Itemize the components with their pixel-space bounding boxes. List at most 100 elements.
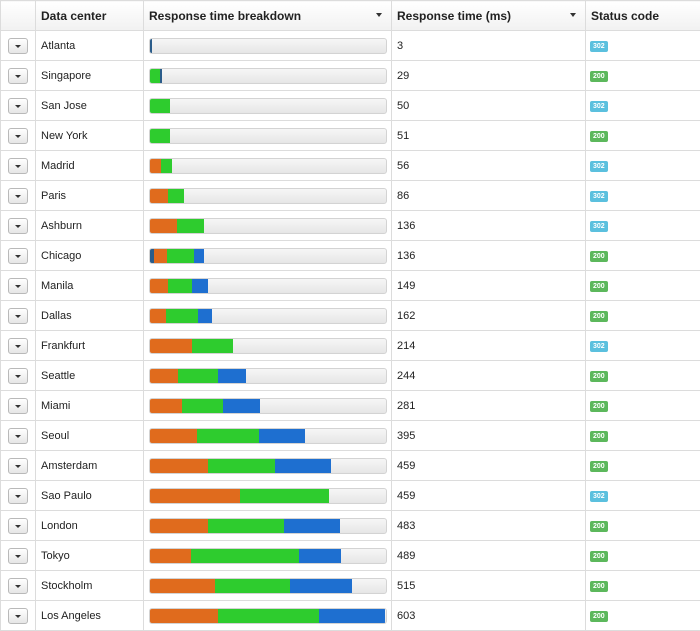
data-center-name: Paris [36,181,144,211]
response-time-value: 459 [392,451,586,481]
breakdown-segment-extra [160,69,162,83]
status-cell: 200 [586,61,700,91]
expand-row-button[interactable] [8,578,28,594]
expand-row-button[interactable] [8,158,28,174]
row-toggle-cell [1,331,36,361]
breakdown-bar-track [149,398,387,414]
expand-row-button[interactable] [8,488,28,504]
response-time-value: 29 [392,61,586,91]
row-toggle-cell [1,31,36,61]
chevron-down-icon [15,435,21,438]
status-badge: 200 [590,611,608,622]
status-cell: 200 [586,301,700,331]
response-time-value: 149 [392,271,586,301]
expand-row-button[interactable] [8,338,28,354]
chevron-down-icon [15,75,21,78]
expand-row-button[interactable] [8,518,28,534]
chevron-down-icon [15,45,21,48]
expand-row-button[interactable] [8,188,28,204]
response-time-value: 483 [392,511,586,541]
data-center-name: Ashburn [36,211,144,241]
chevron-down-icon [15,255,21,258]
breakdown-segment-transfer [275,459,331,473]
expand-row-button[interactable] [8,608,28,624]
breakdown-segment-dns [150,219,177,233]
expand-row-button[interactable] [8,278,28,294]
row-toggle-cell [1,601,36,631]
breakdown-segment-connect [167,249,194,263]
header-row: Data center Response time breakdown Resp… [1,1,700,31]
expand-row-button[interactable] [8,368,28,384]
response-time-value: 136 [392,241,586,271]
data-center-name: Dallas [36,301,144,331]
status-cell: 302 [586,151,700,181]
breakdown-segment-extra [150,39,152,53]
header-status[interactable]: Status code [586,1,700,31]
breakdown-bar-track [149,608,387,624]
expand-row-button[interactable] [8,308,28,324]
data-center-name: New York [36,121,144,151]
chevron-down-icon [15,315,21,318]
status-cell: 200 [586,271,700,301]
chevron-down-icon [15,615,21,618]
status-cell: 200 [586,541,700,571]
breakdown-segment-connect [150,99,170,113]
breakdown-cell [144,481,392,511]
breakdown-segment-dns [150,309,166,323]
breakdown-segment-transfer [223,399,260,413]
row-toggle-cell [1,361,36,391]
status-badge: 302 [590,101,608,112]
status-cell: 200 [586,391,700,421]
expand-row-button[interactable] [8,248,28,264]
status-badge: 200 [590,131,608,142]
header-breakdown[interactable]: Response time breakdown [144,1,392,31]
expand-row-button[interactable] [8,458,28,474]
sort-caret-icon[interactable] [570,13,576,17]
expand-row-button[interactable] [8,128,28,144]
expand-row-button[interactable] [8,428,28,444]
expand-row-button[interactable] [8,398,28,414]
row-toggle-cell [1,301,36,331]
breakdown-cell [144,181,392,211]
chevron-down-icon [15,465,21,468]
status-badge: 200 [590,461,608,472]
breakdown-cell [144,121,392,151]
breakdown-segment-connect [191,549,299,563]
breakdown-bar-track [149,518,387,534]
expand-row-button[interactable] [8,218,28,234]
response-time-value: 489 [392,541,586,571]
expand-row-button[interactable] [8,68,28,84]
breakdown-segment-transfer [194,249,204,263]
data-center-name: Frankfurt [36,331,144,361]
expand-row-button[interactable] [8,98,28,114]
header-response-time[interactable]: Response time (ms) [392,1,586,31]
status-cell: 302 [586,331,700,361]
response-time-value: 56 [392,151,586,181]
data-center-name: Chicago [36,241,144,271]
row-toggle-cell [1,571,36,601]
expand-row-button[interactable] [8,38,28,54]
status-badge: 302 [590,161,608,172]
response-time-value: 603 [392,601,586,631]
header-data-center[interactable]: Data center [36,1,144,31]
breakdown-segment-transfer [290,579,352,593]
data-center-name: Miami [36,391,144,421]
breakdown-bar-track [149,368,387,384]
status-badge: 200 [590,581,608,592]
header-response-time-label: Response time (ms) [397,9,511,23]
header-status-label: Status code [591,9,659,23]
breakdown-segment-dns [150,189,168,203]
breakdown-segment-dns [150,159,161,173]
chevron-down-icon [15,165,21,168]
breakdown-bar-track [149,488,387,504]
status-cell: 302 [586,481,700,511]
data-center-name: Manila [36,271,144,301]
row-toggle-cell [1,91,36,121]
sort-caret-icon[interactable] [376,13,382,17]
expand-row-button[interactable] [8,548,28,564]
